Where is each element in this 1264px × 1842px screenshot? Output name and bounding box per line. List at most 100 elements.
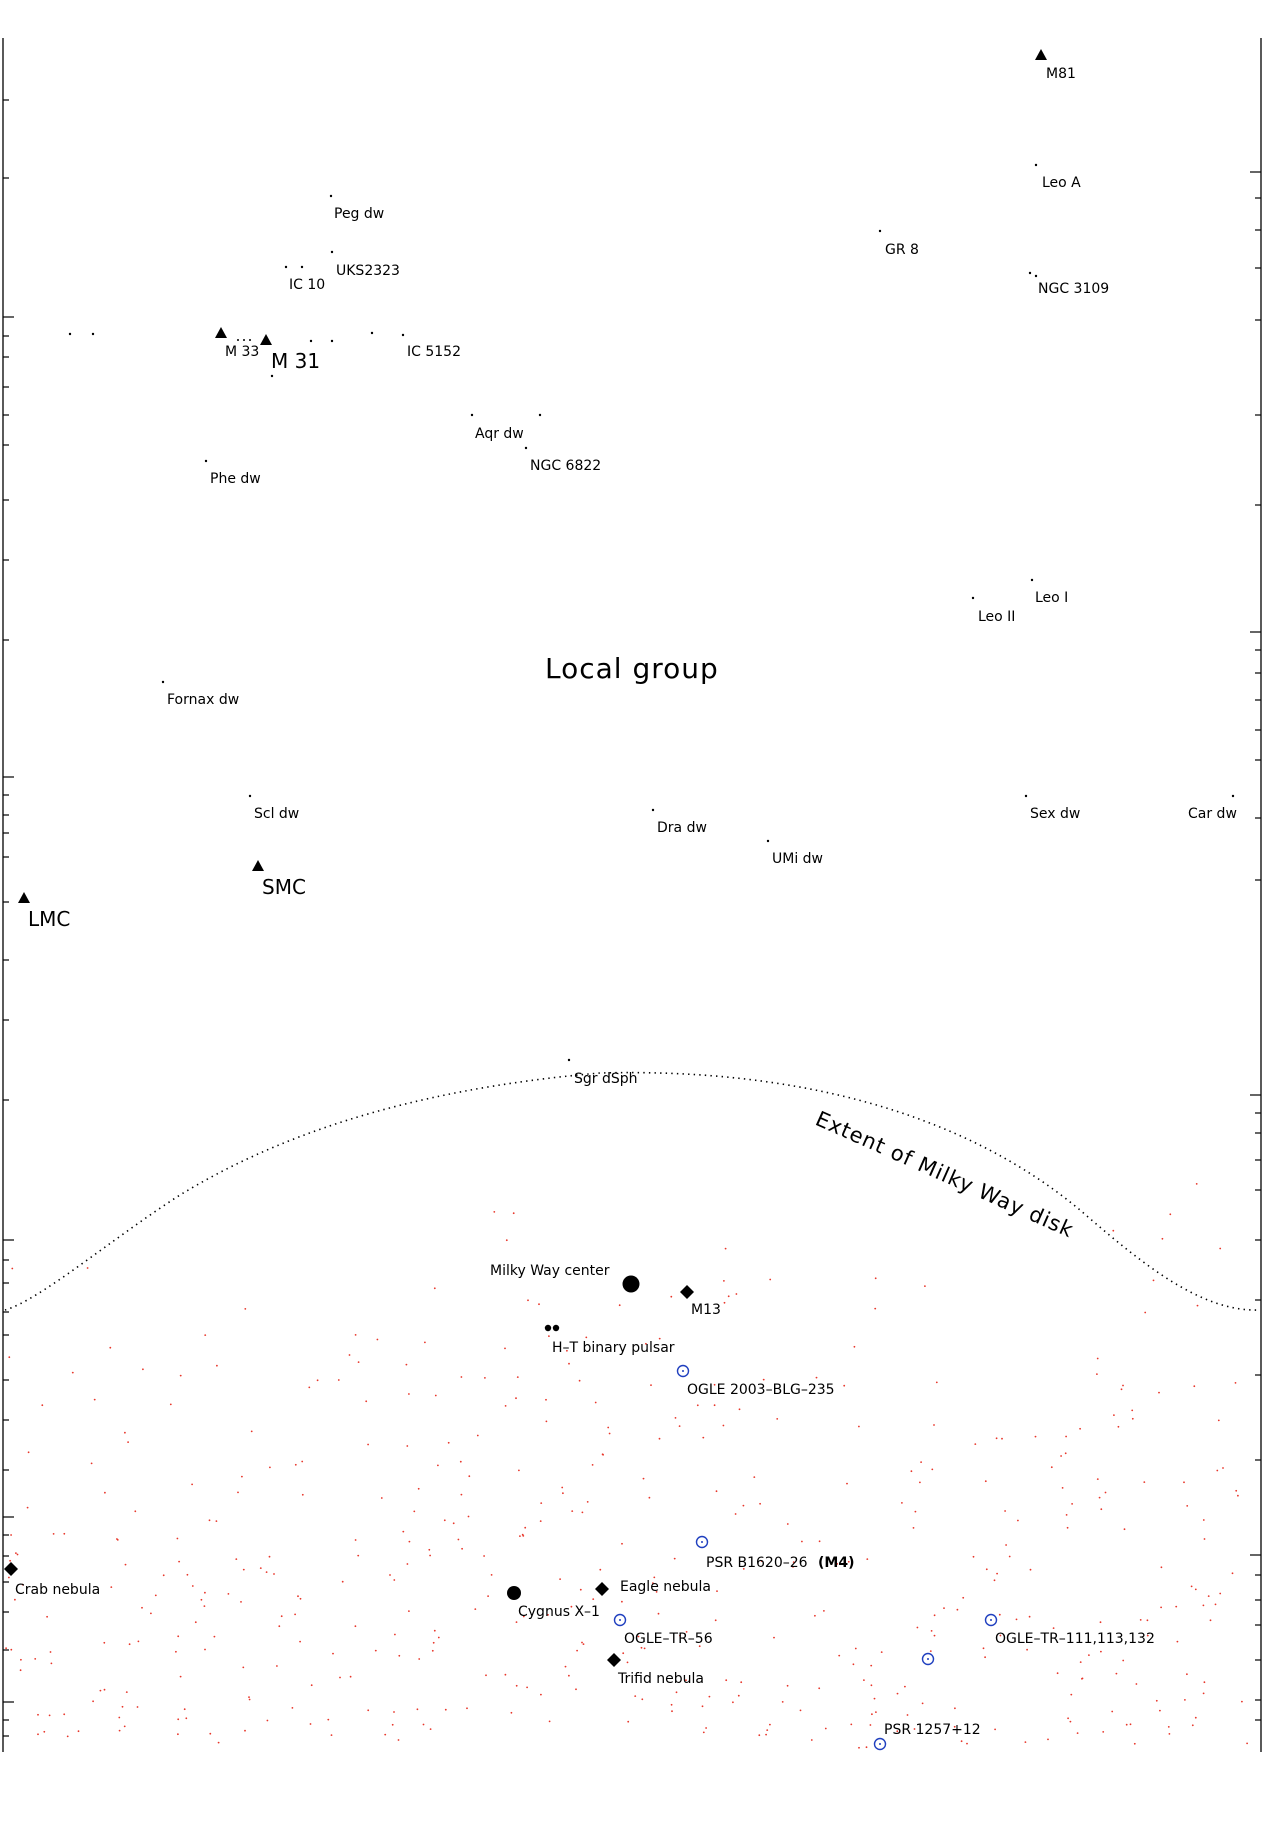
star-dot xyxy=(241,1475,243,1478)
star-dot xyxy=(943,1607,945,1609)
star-dot xyxy=(653,1576,656,1579)
star-dot xyxy=(539,1520,542,1522)
galaxy-dot xyxy=(248,794,252,798)
star-dot xyxy=(984,1480,987,1483)
star-dot xyxy=(443,1519,446,1522)
star-dot xyxy=(1246,1742,1248,1745)
star-dot xyxy=(269,1466,271,1469)
star-dot xyxy=(685,1679,687,1682)
star-dot xyxy=(838,1654,841,1657)
psr-1257-marker xyxy=(873,1737,887,1751)
star-dot xyxy=(7,1576,10,1579)
label-ngc3109: NGC 3109 xyxy=(1038,281,1109,297)
star-dot xyxy=(863,1679,865,1681)
star-dot xyxy=(437,1464,439,1467)
star-dot xyxy=(354,1539,357,1541)
star-dot xyxy=(327,1718,330,1721)
star-dot xyxy=(818,1687,821,1690)
star-dot xyxy=(217,1741,220,1744)
star-dot xyxy=(177,1733,179,1736)
star-dot xyxy=(357,1554,360,1557)
label-sgr-dsph: Sgr dSph xyxy=(574,1071,638,1087)
star-dot xyxy=(993,1579,996,1582)
ogle-tr-56-marker xyxy=(613,1613,627,1627)
star-dot xyxy=(1152,1279,1155,1282)
star-dot xyxy=(1194,1716,1197,1719)
star-dot xyxy=(515,1684,518,1687)
star-dot xyxy=(670,1295,673,1298)
star-dot xyxy=(459,1460,462,1463)
star-dot xyxy=(762,1378,765,1381)
star-dot xyxy=(920,1461,922,1463)
star-dot xyxy=(365,1400,368,1403)
star-dot xyxy=(457,1538,460,1541)
star-dot xyxy=(512,1212,515,1215)
star-dot xyxy=(1235,1489,1238,1492)
star-dot xyxy=(276,1665,278,1667)
star-dot xyxy=(935,1381,938,1384)
star-dot xyxy=(1026,1648,1028,1651)
star-dot xyxy=(1060,1455,1062,1457)
star-dot xyxy=(237,1491,239,1494)
star-dot xyxy=(658,1437,661,1440)
star-dot xyxy=(568,1674,570,1677)
star-dot xyxy=(397,1739,400,1741)
star-dot xyxy=(985,1568,988,1571)
star-dot xyxy=(1183,1481,1185,1484)
star-dot xyxy=(259,1567,262,1569)
star-dot xyxy=(406,1445,409,1447)
star-dot xyxy=(200,1598,203,1601)
label-leo-ii: Leo II xyxy=(978,609,1015,625)
marker-center xyxy=(619,1619,621,1621)
star-dot xyxy=(722,1424,725,1427)
frame xyxy=(2,38,1262,1752)
triangle-markers xyxy=(18,49,1047,903)
star-dot xyxy=(1096,1373,1098,1375)
star-dot xyxy=(1047,1738,1049,1741)
left-axis-ticks xyxy=(3,99,14,1737)
star-dot xyxy=(1067,1717,1069,1720)
star-dot xyxy=(571,1510,574,1512)
star-dot xyxy=(735,1293,738,1295)
star-dot xyxy=(645,1342,647,1345)
lmc-marker xyxy=(18,892,30,903)
galaxy-dot xyxy=(204,459,208,463)
star-dot xyxy=(417,1487,420,1490)
star-dot xyxy=(273,1573,275,1575)
star-dot xyxy=(1202,1519,1205,1521)
star-dot xyxy=(713,1404,716,1407)
star-dot xyxy=(578,1379,581,1382)
label-car-dw: Car dw xyxy=(1188,806,1237,822)
star-dot xyxy=(786,1523,789,1525)
star-dot xyxy=(742,1568,745,1570)
star-dot xyxy=(591,1464,594,1466)
star-dot xyxy=(559,1578,561,1580)
star-dot xyxy=(854,1647,857,1650)
label-gr8: GR 8 xyxy=(885,242,919,258)
star-dot xyxy=(339,1676,341,1679)
star-dot xyxy=(896,1730,899,1733)
galaxy-dot xyxy=(370,331,374,335)
star-dot xyxy=(618,1304,621,1307)
star-dot xyxy=(483,1555,485,1557)
star-dot xyxy=(398,1654,401,1657)
star-dot xyxy=(1186,1505,1189,1507)
star-dot xyxy=(792,1561,795,1563)
ht-binary-pulsar-marker xyxy=(552,1324,560,1332)
crab-nebula-marker xyxy=(4,1562,18,1576)
star-dot xyxy=(740,1681,743,1684)
star-dot xyxy=(434,1394,437,1397)
star-dot xyxy=(896,1692,899,1695)
star-dot xyxy=(643,1647,646,1650)
star-dot xyxy=(627,1720,630,1723)
label-aqr-dw: Aqr dw xyxy=(475,426,524,442)
star-dot xyxy=(215,1520,218,1522)
star-dot xyxy=(49,1651,52,1653)
star-dot xyxy=(504,1673,507,1676)
star-dot xyxy=(924,1285,926,1287)
planet-host-markers xyxy=(613,1364,998,1751)
star-dot xyxy=(1100,1508,1103,1511)
star-dot xyxy=(586,1501,589,1503)
star-dot xyxy=(1029,1568,1032,1571)
m31-marker xyxy=(260,334,272,345)
